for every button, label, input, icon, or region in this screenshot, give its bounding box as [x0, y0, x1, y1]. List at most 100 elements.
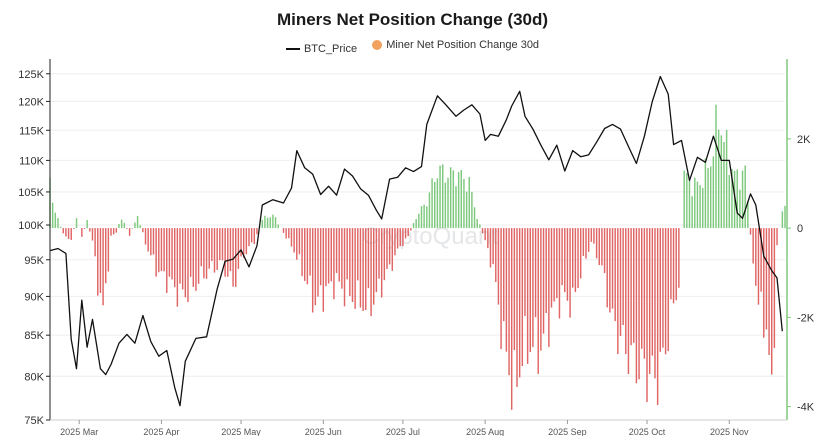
position-bar: [619, 228, 622, 336]
position-bar: [420, 206, 423, 229]
position-bar: [264, 215, 266, 229]
position-bar: [213, 228, 216, 273]
legend-item-btc-price[interactable]: BTC_Price: [285, 43, 357, 55]
position-bar: [542, 228, 545, 334]
position-bar: [569, 228, 571, 318]
position-bar: [75, 218, 78, 229]
position-bar: [248, 228, 250, 247]
position-bar: [290, 228, 293, 247]
position-bar: [598, 228, 600, 266]
x-tick-label: 2025 Sep: [548, 427, 587, 436]
position-bar: [683, 170, 685, 229]
position-bar: [744, 165, 746, 229]
x-tick-label: 2025 Nov: [710, 427, 749, 436]
position-bar: [107, 228, 110, 272]
position-bar: [521, 228, 524, 367]
position-bar: [391, 228, 394, 271]
position-bar: [131, 228, 133, 229]
position-bar: [171, 228, 173, 280]
position-bar: [452, 170, 455, 229]
position-bar: [341, 228, 343, 289]
chart-legend: BTC_Price Miner Net Position Change 30d: [0, 39, 825, 55]
position-bar: [640, 228, 643, 349]
position-bar: [426, 206, 428, 229]
y-left-tick-label: 75K: [24, 415, 44, 427]
position-bar: [667, 228, 669, 352]
position-bar: [296, 228, 298, 260]
position-bar: [473, 207, 476, 229]
position-bar: [532, 228, 534, 348]
position-bar: [97, 228, 99, 296]
position-bar: [457, 172, 460, 229]
position-bar: [221, 228, 224, 261]
legend-line-swatch: [285, 48, 300, 50]
position-bar: [449, 167, 452, 229]
position-bar: [399, 228, 401, 247]
position-bar: [678, 228, 680, 288]
position-bar: [725, 129, 728, 229]
position-bar: [566, 228, 569, 301]
position-bar: [747, 201, 749, 229]
position-bar: [593, 228, 595, 244]
position-bar: [625, 228, 627, 354]
position-bar: [606, 228, 608, 308]
position-bar: [492, 228, 494, 265]
position-bar: [465, 191, 468, 229]
legend-label-miner-net-position: Miner Net Position Change 30d: [386, 39, 540, 51]
position-bar: [582, 228, 585, 256]
position-bar: [654, 228, 656, 379]
position-bar: [394, 228, 396, 256]
position-bar: [686, 173, 688, 229]
position-bar: [245, 228, 248, 255]
position-bar: [168, 228, 171, 277]
position-bar: [436, 178, 439, 229]
y-right-tick-label: -4K: [797, 402, 815, 414]
position-bar: [240, 228, 242, 257]
y-left-tick-label: 120K: [18, 96, 44, 108]
position-bar: [760, 228, 762, 292]
position-bar: [126, 228, 128, 229]
position-bar: [518, 228, 521, 378]
position-bar: [99, 228, 102, 293]
position-bar: [269, 217, 271, 229]
position-bar: [484, 228, 486, 241]
y-left-tick-label: 115K: [19, 125, 45, 137]
position-bar: [418, 213, 420, 229]
position-bar: [123, 222, 126, 229]
position-bar: [330, 228, 332, 282]
position-bar: [67, 228, 70, 239]
position-bar: [694, 177, 696, 229]
position-bar: [351, 228, 354, 303]
position-bar: [195, 228, 197, 291]
position-bar: [200, 228, 202, 267]
position-bar: [741, 170, 744, 229]
legend-item-miner-net-position[interactable]: Miner Net Position Change 30d: [372, 39, 539, 51]
position-bar: [155, 228, 157, 277]
position-bar: [702, 188, 704, 229]
position-bar: [773, 228, 776, 348]
position-bar: [444, 182, 447, 229]
position-bar: [158, 228, 160, 273]
position-bar: [314, 228, 317, 306]
position-bar: [579, 228, 582, 279]
position-bar: [696, 181, 699, 229]
position-bar: [70, 228, 72, 240]
position-bar: [529, 228, 531, 353]
position-bar: [378, 228, 380, 279]
position-bar: [367, 228, 370, 289]
position-bar: [274, 217, 277, 229]
x-tick-label: 2025 May: [221, 427, 261, 436]
position-bar: [752, 228, 754, 264]
position-bar: [237, 228, 240, 269]
position-bar: [288, 228, 290, 239]
position-bar: [166, 228, 168, 293]
position-bar: [643, 228, 646, 359]
position-bar: [763, 228, 765, 338]
position-bar: [317, 228, 319, 297]
position-bar: [357, 228, 359, 281]
position-bar: [173, 228, 176, 288]
position-bar: [691, 196, 693, 229]
position-bar: [590, 228, 593, 242]
